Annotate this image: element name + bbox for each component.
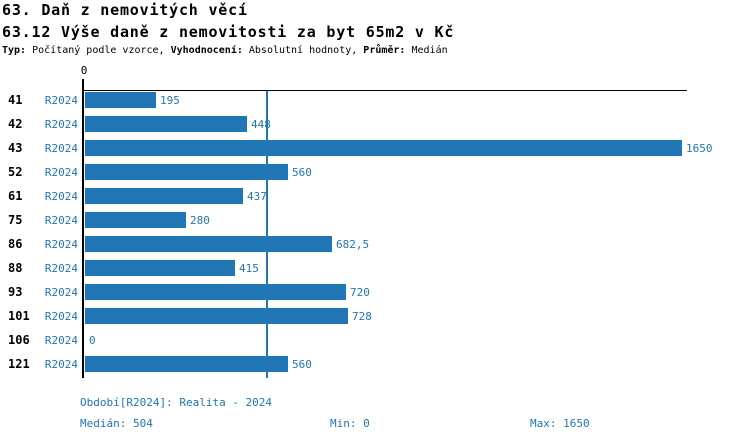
row-category-label: 121 <box>8 357 30 371</box>
meta-type-label: Typ: <box>2 45 27 56</box>
bar <box>85 236 332 252</box>
chart-meta-line: Typ: Počítaný podle vzorce, Vyhodnocení:… <box>2 45 448 56</box>
chart-row: 106 R2024 0 <box>0 331 750 355</box>
row-category-label: 75 <box>8 213 23 227</box>
bar <box>85 140 682 156</box>
bar-value-label: 560 <box>292 358 312 371</box>
bar-value-label: 682,5 <box>336 238 370 251</box>
chart-row: 121 R2024 560 <box>0 355 750 379</box>
row-category-label: 88 <box>8 261 23 275</box>
chart-row: 75 R2024 280 <box>0 211 750 235</box>
chart-row: 41 R2024 195 <box>0 91 750 115</box>
chart-rows: 41 R2024 195 42 R2024 448 43 R2024 1650 52 R2024 56… <box>0 91 750 379</box>
footer-min: Min: 0 <box>330 417 370 430</box>
row-category-label: 106 <box>8 333 30 347</box>
row-category-label: 41 <box>8 93 23 107</box>
bar <box>85 212 186 228</box>
bar <box>85 284 346 300</box>
bar <box>85 356 288 372</box>
chart-row: 101 R2024 728 <box>0 307 750 331</box>
footer-period: Období[R2024]: Realita - 2024 <box>80 396 273 409</box>
chart-row: 88 R2024 415 <box>0 259 750 283</box>
row-series-label: R2024 <box>44 94 78 107</box>
bar-value-label: 0 <box>89 334 96 347</box>
row-category-label: 86 <box>8 237 23 251</box>
footer-median: Medián: 504 <box>80 417 153 430</box>
bar <box>85 308 348 324</box>
x-axis-zero-tick-label: 0 <box>80 64 88 77</box>
row-series-label: R2024 <box>44 262 78 275</box>
chart-row: 42 R2024 448 <box>0 115 750 139</box>
chart-row: 86 R2024 682,5 <box>0 235 750 259</box>
page-title: 63. Daň z nemovitých věcí <box>2 1 248 19</box>
bar-value-label: 415 <box>239 262 259 275</box>
bar <box>85 164 288 180</box>
meta-eval-label: Vyhodnocení: <box>170 45 243 56</box>
row-series-label: R2024 <box>44 334 78 347</box>
page-subtitle: 63.12 Výše daně z nemovitosti za byt 65m… <box>2 23 455 41</box>
bar <box>85 260 235 276</box>
row-category-label: 43 <box>8 141 23 155</box>
meta-avg-label: Průměr: <box>363 45 406 56</box>
row-series-label: R2024 <box>44 358 78 371</box>
bar-value-label: 195 <box>160 94 180 107</box>
meta-avg-value: Medián <box>411 45 448 56</box>
row-series-label: R2024 <box>44 238 78 251</box>
row-series-label: R2024 <box>44 190 78 203</box>
row-series-label: R2024 <box>44 214 78 227</box>
bar-value-label: 437 <box>247 190 267 203</box>
meta-eval-value: Absolutní hodnoty, <box>248 45 358 56</box>
row-category-label: 93 <box>8 285 23 299</box>
row-category-label: 61 <box>8 189 23 203</box>
bar-value-label: 280 <box>190 214 210 227</box>
bar <box>85 188 243 204</box>
bar-value-label: 448 <box>251 118 271 131</box>
row-category-label: 101 <box>8 309 30 323</box>
chart-row: 43 R2024 1650 <box>0 139 750 163</box>
bar-value-label: 1650 <box>686 142 713 155</box>
chart-row: 52 R2024 560 <box>0 163 750 187</box>
bar <box>85 116 247 132</box>
bar-value-label: 720 <box>350 286 370 299</box>
row-series-label: R2024 <box>44 118 78 131</box>
row-series-label: R2024 <box>44 310 78 323</box>
bar <box>85 92 156 108</box>
row-series-label: R2024 <box>44 166 78 179</box>
footer-max: Max: 1650 <box>530 417 590 430</box>
meta-type-value: Počítaný podle vzorce, <box>32 45 165 56</box>
median-line <box>266 91 268 378</box>
row-series-label: R2024 <box>44 286 78 299</box>
row-category-label: 42 <box>8 117 23 131</box>
chart-row: 93 R2024 720 <box>0 283 750 307</box>
x-axis-line <box>82 90 687 91</box>
bar-value-label: 728 <box>352 310 372 323</box>
row-category-label: 52 <box>8 165 23 179</box>
bar-value-label: 560 <box>292 166 312 179</box>
chart-row: 61 R2024 437 <box>0 187 750 211</box>
y-axis-line <box>82 79 84 378</box>
row-series-label: R2024 <box>44 142 78 155</box>
